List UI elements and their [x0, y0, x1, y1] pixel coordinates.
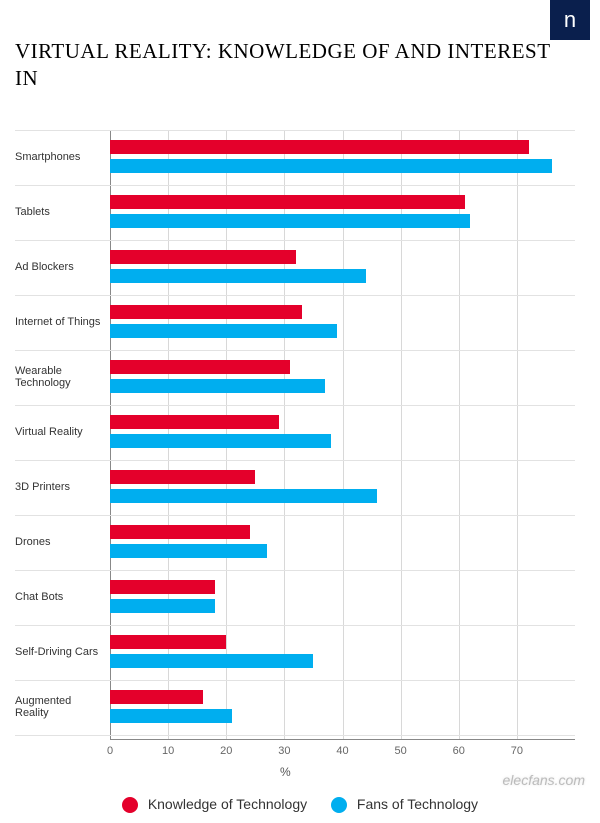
- bar-fans: [110, 214, 470, 228]
- category-separator: [15, 185, 575, 186]
- category-label: Tablets: [15, 205, 105, 217]
- bar-fans: [110, 544, 267, 558]
- chart-row: Self-Driving Cars: [15, 635, 585, 668]
- chart-row: Virtual Reality: [15, 415, 585, 448]
- category-separator: [15, 460, 575, 461]
- category-separator: [15, 405, 575, 406]
- bar-fans: [110, 489, 377, 503]
- legend-item-knowledge: Knowledge of Technology: [122, 796, 307, 813]
- bar-chart: % 010203040506070SmartphonesTabletsAd Bl…: [15, 130, 585, 750]
- bar-knowledge: [110, 525, 250, 539]
- x-tick-label: 10: [162, 745, 174, 757]
- category-label: Self-Driving Cars: [15, 645, 105, 657]
- bar-fans: [110, 379, 325, 393]
- category-label: 3D Printers: [15, 480, 105, 492]
- category-label: Ad Blockers: [15, 260, 105, 272]
- chart-row: Internet of Things: [15, 305, 585, 338]
- category-separator: [15, 295, 575, 296]
- bar-knowledge: [110, 580, 215, 594]
- brand-logo: n: [550, 0, 590, 40]
- chart-row: Smartphones: [15, 140, 585, 173]
- category-label: Internet of Things: [15, 315, 105, 327]
- category-label: Wearable Technology: [15, 364, 105, 388]
- chart-row: Chat Bots: [15, 580, 585, 613]
- chart-row: Ad Blockers: [15, 250, 585, 283]
- x-tick-label: 30: [278, 745, 290, 757]
- x-tick-label: 20: [220, 745, 232, 757]
- chart-row: Drones: [15, 525, 585, 558]
- chart-row: Tablets: [15, 195, 585, 228]
- bar-knowledge: [110, 635, 226, 649]
- legend-label-fans: Fans of Technology: [357, 796, 478, 812]
- bar-knowledge: [110, 195, 465, 209]
- chart-row: Wearable Technology: [15, 360, 585, 393]
- bar-fans: [110, 159, 552, 173]
- bar-fans: [110, 709, 232, 723]
- legend-item-fans: Fans of Technology: [331, 796, 478, 813]
- x-tick-label: 50: [395, 745, 407, 757]
- legend: Knowledge of Technology Fans of Technolo…: [0, 796, 600, 813]
- x-tick-label: 0: [107, 745, 113, 757]
- chart-title: VIRTUAL REALITY: KNOWLEDGE OF AND INTERE…: [15, 38, 575, 93]
- chart-row: 3D Printers: [15, 470, 585, 503]
- category-label: Augmented Reality: [15, 694, 105, 718]
- bar-knowledge: [110, 140, 529, 154]
- legend-dot-fans: [331, 797, 347, 813]
- chart-row: Augmented Reality: [15, 690, 585, 723]
- category-label: Smartphones: [15, 150, 105, 162]
- category-separator: [15, 515, 575, 516]
- bar-knowledge: [110, 470, 255, 484]
- category-separator: [15, 130, 575, 131]
- category-label: Chat Bots: [15, 590, 105, 602]
- x-tick-label: 40: [336, 745, 348, 757]
- category-separator: [15, 570, 575, 571]
- bar-fans: [110, 599, 215, 613]
- bar-knowledge: [110, 250, 296, 264]
- bar-knowledge: [110, 690, 203, 704]
- watermark: elecfans.com: [503, 772, 585, 788]
- category-separator: [15, 680, 575, 681]
- bar-fans: [110, 269, 366, 283]
- bar-knowledge: [110, 415, 279, 429]
- bar-knowledge: [110, 360, 290, 374]
- x-tick-label: 60: [453, 745, 465, 757]
- category-label: Virtual Reality: [15, 425, 105, 437]
- category-separator: [15, 350, 575, 351]
- x-axis-label: %: [280, 765, 291, 779]
- legend-label-knowledge: Knowledge of Technology: [148, 796, 307, 812]
- bar-fans: [110, 324, 337, 338]
- bar-knowledge: [110, 305, 302, 319]
- bar-fans: [110, 434, 331, 448]
- category-separator: [15, 240, 575, 241]
- category-separator: [15, 625, 575, 626]
- bar-fans: [110, 654, 313, 668]
- legend-dot-knowledge: [122, 797, 138, 813]
- category-label: Drones: [15, 535, 105, 547]
- x-tick-label: 70: [511, 745, 523, 757]
- category-separator: [15, 735, 575, 736]
